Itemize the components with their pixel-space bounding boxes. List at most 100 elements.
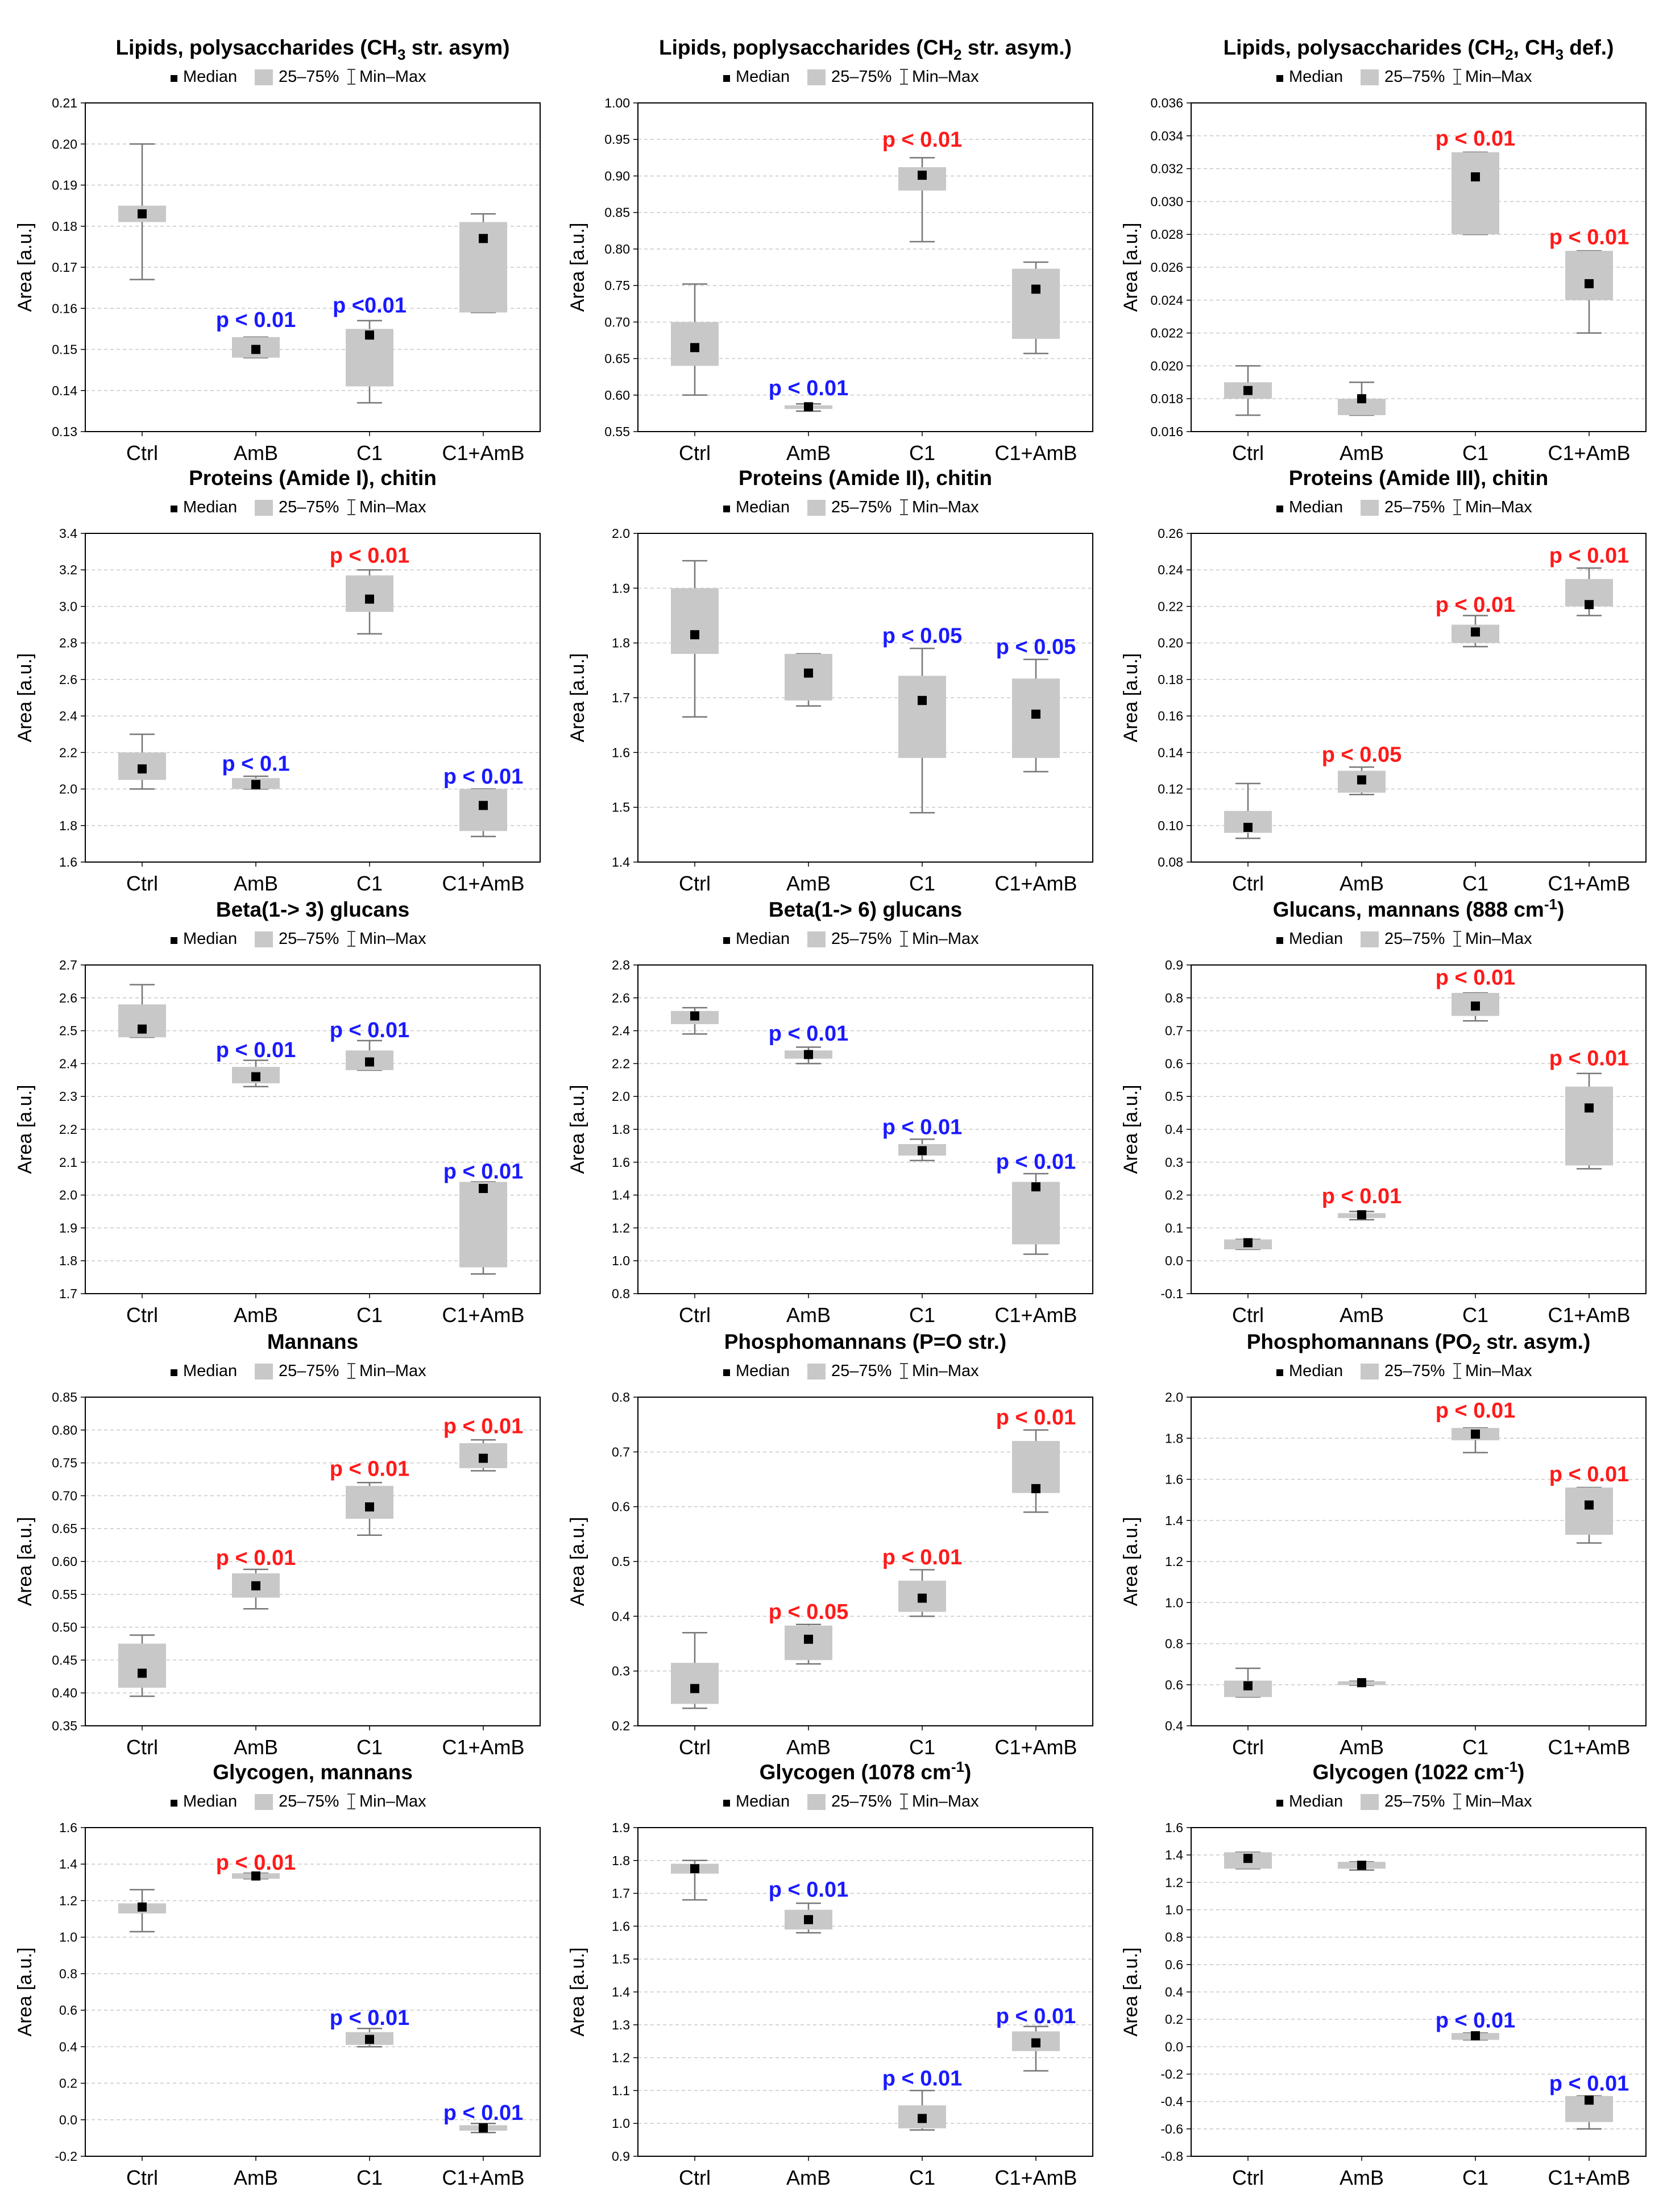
legend-median-marker — [723, 1369, 730, 1376]
y-tick-label: -0.4 — [1160, 2094, 1183, 2109]
median-marker — [690, 1864, 699, 1874]
y-tick-label: 1.0 — [612, 1253, 630, 1268]
legend-box-label: 25–75% — [279, 1362, 339, 1380]
legend-box-label: 25–75% — [831, 498, 891, 516]
y-tick-label: 1.3 — [612, 2018, 630, 2032]
legend-box-swatch — [255, 500, 273, 516]
box-AmB — [785, 402, 832, 412]
median-marker — [479, 1184, 488, 1194]
box-Ctrl — [118, 143, 166, 280]
panel-title-text-end: ) — [1557, 898, 1564, 921]
median-marker — [918, 1146, 927, 1155]
y-tick-label: 0.4 — [1165, 1985, 1183, 1999]
p-value-annotation: p < 0.01 — [1436, 593, 1515, 617]
plot-frame — [1191, 1827, 1647, 2157]
box-C1+AmB — [459, 788, 507, 838]
panel-title-superscript: -1 — [1504, 1758, 1517, 1775]
panel-title-text: Lipids, poplysaccharides (CH — [659, 36, 953, 59]
panel-title: Phosphomannans (PO2 str. asym.) — [1247, 1330, 1591, 1357]
legend-median-marker — [723, 75, 730, 82]
panel-8: Beta(1-> 6) glucans Median 25–75% Min–Max 0.… — [567, 898, 1093, 1327]
legend-median-label: Median — [183, 68, 237, 86]
y-tick-label: 2.8 — [59, 636, 77, 651]
median-marker — [138, 1024, 147, 1034]
median-marker — [1471, 2031, 1480, 2041]
y-tick-label: 2.8 — [612, 958, 630, 972]
p-value-annotation: p < 0.01 — [882, 128, 962, 152]
median-marker — [251, 1581, 260, 1590]
y-tick-label: 0.19 — [52, 178, 77, 193]
legend-whisker-label: Min–Max — [359, 930, 426, 948]
panel-title-text: Proteins (Amide II), chitin — [739, 466, 992, 490]
median-marker — [1471, 627, 1480, 637]
box-AmB — [785, 653, 832, 707]
legend-whisker-label: Min–Max — [359, 498, 426, 516]
legend-median-marker — [1276, 937, 1283, 944]
x-category-label: C1+AmB — [1548, 872, 1630, 895]
legend-whisker-label: Min–Max — [912, 1792, 979, 1811]
median-marker — [1357, 775, 1366, 785]
x-category-label: AmB — [786, 1735, 831, 1759]
y-axis-label: Area [a.u.] — [1120, 1517, 1142, 1606]
panel-title-text: Beta(1-> 6) glucans — [769, 898, 962, 921]
y-tick-label: 0.55 — [52, 1587, 77, 1602]
box-C1+AmB — [1565, 2095, 1613, 2130]
median-marker — [1031, 1182, 1040, 1192]
x-category-label: C1+AmB — [442, 1735, 524, 1759]
legend-whisker-label: Min–Max — [912, 930, 979, 948]
panel-7: Beta(1-> 3) glucans Median 25–75% Min–Max 1.… — [14, 898, 541, 1327]
box-C1+AmB — [459, 1181, 507, 1275]
y-tick-label: 0.032 — [1150, 161, 1183, 176]
panel-12: Phosphomannans (PO2 str. asym.) Median 25–… — [1120, 1330, 1647, 1759]
p-value-annotation: p < 0.01 — [443, 765, 523, 789]
median-marker — [365, 1502, 374, 1512]
median-marker — [1243, 1238, 1253, 1248]
box-Ctrl — [671, 1859, 719, 1901]
panel-4: Proteins (Amide I), chitin Median 25–75% Mi… — [14, 466, 541, 895]
p-value-annotation: p < 0.01 — [216, 1038, 296, 1062]
x-category-label: C1 — [356, 1735, 383, 1759]
y-tick-label: 0.80 — [52, 1423, 77, 1438]
plot-frame — [1191, 533, 1647, 863]
y-tick-label: 3.2 — [59, 562, 77, 577]
x-category-label: C1 — [1462, 872, 1488, 895]
p-value-annotation: p < 0.01 — [996, 1406, 1076, 1430]
y-tick-label: 1.6 — [59, 855, 77, 869]
median-marker — [804, 402, 813, 412]
panel-title-superscript: -1 — [1544, 896, 1557, 913]
panel-title-text: Beta(1-> 3) glucans — [216, 898, 409, 921]
median-marker — [365, 330, 374, 340]
panel-title-text: Phosphomannans (P=O str.) — [724, 1330, 1007, 1353]
panel-5: Proteins (Amide II), chitin Median 25–75% M… — [567, 466, 1093, 895]
legend-box-label: 25–75% — [279, 68, 339, 86]
x-category-label: AmB — [786, 872, 831, 895]
median-marker — [1031, 1484, 1040, 1493]
box-C1+AmB — [1012, 2025, 1060, 2072]
y-tick-label: 0.12 — [1158, 782, 1183, 797]
panel-title: Lipids, polysaccharides (CH2, CH3 def.) — [1224, 36, 1614, 63]
panel-title: Beta(1-> 6) glucans — [769, 898, 962, 921]
median-marker — [138, 1902, 147, 1912]
x-category-label: C1 — [1462, 1303, 1488, 1327]
p-value-annotation: p < 0.01 — [1322, 1184, 1401, 1208]
panel-title: Glycogen (1078 cm-1) — [760, 1758, 972, 1784]
p-value-annotation: p < 0.01 — [1436, 1399, 1515, 1423]
plot-frame — [85, 964, 541, 1294]
y-tick-label: 1.8 — [612, 636, 630, 651]
y-tick-label: 1.5 — [612, 1952, 630, 1966]
median-marker — [804, 1050, 813, 1059]
median-marker — [1585, 2095, 1594, 2105]
y-tick-label: 1.7 — [59, 1286, 77, 1301]
panel-title-text: Proteins (Amide III), chitin — [1289, 466, 1548, 490]
x-category-label: C1 — [356, 1303, 383, 1327]
legend-median-marker — [1276, 75, 1283, 82]
box-C1 — [346, 2027, 393, 2048]
box-C1 — [898, 648, 946, 814]
y-tick-label: 0.8 — [1165, 991, 1183, 1005]
y-tick-label: -0.2 — [1160, 2067, 1183, 2082]
median-marker — [1031, 709, 1040, 719]
y-tick-label: 0.35 — [52, 1718, 77, 1733]
box-Ctrl — [118, 733, 166, 790]
x-category-label: Ctrl — [679, 2166, 711, 2189]
panel-title-text: Glycogen (1022 cm — [1313, 1761, 1504, 1784]
